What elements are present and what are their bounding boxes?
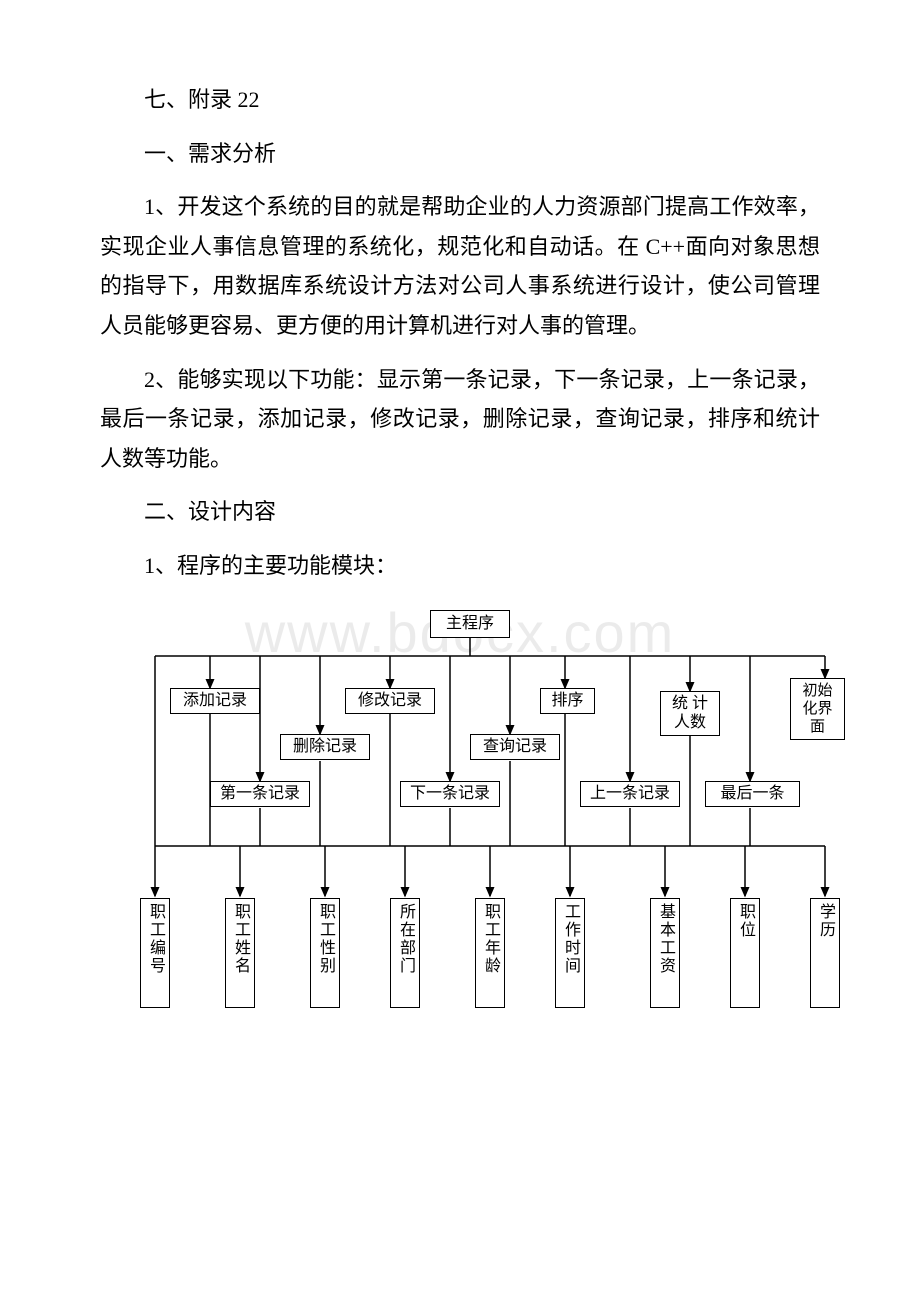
node-init: 初始 化界 面 (790, 678, 845, 740)
node-sort: 排序 (540, 688, 595, 714)
leaf-education: 学历 (810, 898, 840, 1008)
para-modules: 1、程序的主要功能模块： (100, 546, 820, 586)
node-stat: 统 计 人数 (660, 691, 720, 736)
para-appendix: 七、附录 22 (100, 80, 820, 120)
node-delete: 删除记录 (280, 734, 370, 760)
leaf-emp-name: 职工姓名 (225, 898, 255, 1008)
node-prev: 上一条记录 (580, 781, 680, 807)
module-flowchart: 主程序 添加记录 修改记录 排序 统 计 人数 初始 化界 面 删除记录 查询记… (90, 606, 850, 1026)
leaf-emp-id: 职工编号 (140, 898, 170, 1008)
node-query: 查询记录 (470, 734, 560, 760)
leaf-dept: 所在部门 (390, 898, 420, 1008)
heading-req-analysis: 一、需求分析 (100, 134, 820, 174)
leaf-emp-gender: 职工性别 (310, 898, 340, 1008)
leaf-emp-age: 职工年龄 (475, 898, 505, 1008)
para-req-2: 2、能够实现以下功能：显示第一条记录，下一条记录，上一条记录，最后一条记录，添加… (100, 360, 820, 479)
leaf-work-time: 工作时间 (555, 898, 585, 1008)
leaf-salary: 基本工资 (650, 898, 680, 1008)
node-last: 最后一条 (705, 781, 800, 807)
leaf-position: 职位 (730, 898, 760, 1008)
node-root: 主程序 (430, 610, 510, 638)
heading-design: 二、设计内容 (100, 492, 820, 532)
node-add: 添加记录 (170, 688, 260, 714)
para-req-1: 1、开发这个系统的目的就是帮助企业的人力资源部门提高工作效率，实现企业人事信息管… (100, 187, 820, 345)
node-next: 下一条记录 (400, 781, 500, 807)
node-modify: 修改记录 (345, 688, 435, 714)
node-first: 第一条记录 (210, 781, 310, 807)
